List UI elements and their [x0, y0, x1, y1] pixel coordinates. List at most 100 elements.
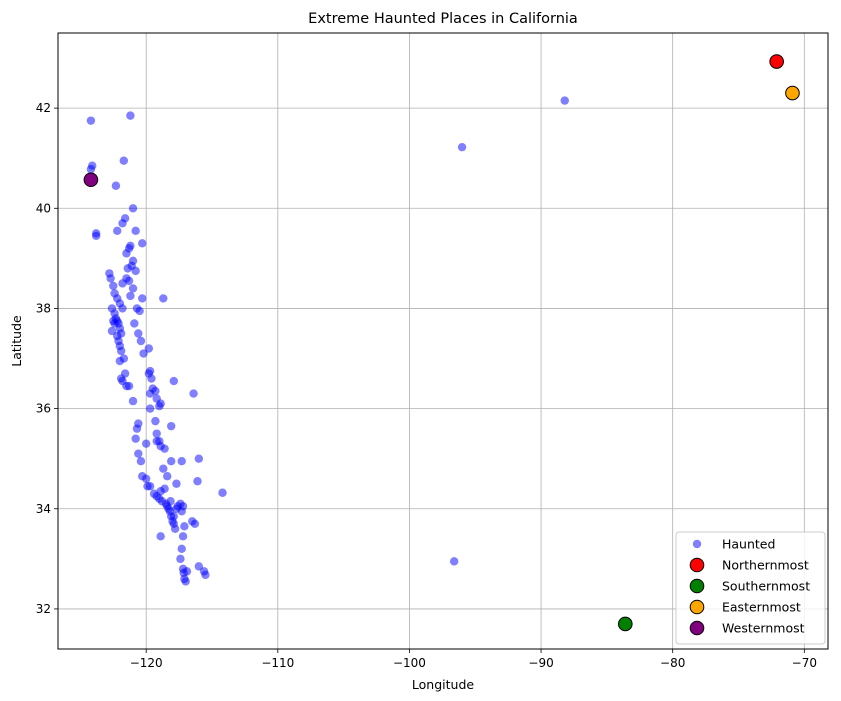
legend-marker-westernmost — [689, 620, 705, 636]
point-haunted — [126, 291, 135, 301]
legend-label-haunted: Haunted — [722, 537, 775, 552]
point-haunted — [107, 326, 117, 336]
y-tick-label: 34 — [36, 502, 51, 516]
point-haunted — [560, 96, 569, 105]
y-axis-ticks: 32 34 36 38 40 42 — [36, 101, 58, 616]
legend: Haunted Northernmost Southernmost Easternmo… — [675, 531, 826, 645]
point-haunted — [118, 219, 127, 228]
point-haunted — [131, 266, 140, 276]
point-haunted — [145, 482, 155, 491]
point-haunted — [138, 294, 147, 303]
point-haunted — [136, 456, 146, 466]
point-haunted — [172, 479, 181, 488]
point-haunted — [193, 477, 202, 486]
point-haunted — [139, 349, 148, 358]
point-haunted — [116, 346, 126, 356]
point-haunted — [182, 567, 192, 576]
point-haunted — [166, 456, 176, 466]
point-haunted — [152, 429, 161, 438]
y-axis-label: Latitude — [9, 315, 24, 367]
point-easternmost — [785, 85, 800, 101]
x-tick-label: −100 — [393, 656, 426, 670]
x-tick-label: −90 — [528, 656, 553, 670]
point-haunted — [156, 532, 165, 541]
plot-frame — [57, 32, 829, 650]
y-tick-label: 38 — [36, 301, 51, 315]
point-haunted — [141, 439, 151, 448]
point-haunted — [166, 421, 176, 431]
point-haunted — [131, 226, 140, 236]
point-haunted — [181, 577, 190, 586]
point-haunted — [189, 389, 198, 398]
point-haunted — [190, 519, 200, 528]
point-haunted — [111, 181, 121, 190]
point-haunted — [194, 454, 204, 463]
point-haunted — [136, 336, 146, 346]
point-haunted — [109, 281, 118, 291]
y-tick-label: 42 — [36, 101, 51, 115]
point-haunted — [201, 570, 210, 580]
legend-label-easternmost: Easternmost — [722, 600, 801, 615]
point-haunted — [106, 274, 115, 283]
point-haunted — [145, 404, 155, 413]
data-points — [83, 54, 800, 632]
point-haunted — [122, 249, 131, 258]
point-haunted — [118, 304, 127, 313]
point-haunted — [169, 512, 179, 521]
legend-box — [675, 531, 826, 645]
point-haunted — [159, 464, 168, 473]
point-haunted — [135, 306, 144, 316]
point-haunted — [120, 369, 130, 378]
point-haunted — [138, 239, 147, 248]
point-northernmost — [769, 54, 784, 69]
chart-title: Extreme Haunted Places in California — [308, 11, 578, 27]
point-haunted — [194, 562, 204, 571]
point-haunted — [160, 444, 169, 453]
point-haunted — [126, 111, 135, 120]
point-haunted — [113, 226, 122, 236]
point-haunted — [128, 204, 138, 213]
point-haunted — [131, 434, 140, 443]
point-haunted — [91, 229, 101, 238]
y-tick-label: 32 — [36, 602, 51, 616]
legend-label-westernmost: Westernmost — [722, 621, 805, 636]
point-haunted — [152, 436, 161, 446]
point-haunted — [159, 294, 168, 303]
point-haunted — [132, 424, 142, 433]
legend-marker-northernmost — [689, 557, 705, 573]
y-tick-label: 36 — [36, 402, 51, 416]
point-haunted — [163, 472, 172, 481]
point-haunted — [134, 449, 143, 458]
point-haunted — [151, 416, 160, 426]
point-haunted — [123, 264, 132, 273]
x-axis-label: Longitude — [412, 677, 474, 692]
point-haunted — [130, 319, 139, 328]
legend-marker-southernmost — [689, 578, 705, 594]
point-haunted — [169, 376, 179, 386]
point-haunted — [128, 396, 138, 406]
point-haunted — [178, 532, 188, 541]
x-tick-label: −80 — [660, 656, 685, 670]
x-tick-label: −110 — [261, 656, 294, 670]
point-haunted — [156, 399, 165, 408]
point-haunted — [110, 319, 119, 328]
point-haunted — [119, 156, 129, 165]
y-tick-label: 40 — [36, 201, 51, 215]
point-haunted — [115, 356, 125, 366]
x-axis-ticks: −120 −110 −100 −90 −80 −70 — [130, 649, 817, 670]
point-haunted — [177, 544, 186, 554]
legend-label-northernmost: Northernmost — [722, 558, 809, 573]
point-haunted — [144, 344, 154, 353]
point-haunted — [86, 165, 96, 174]
point-haunted — [166, 497, 175, 506]
point-haunted — [457, 142, 467, 152]
point-haunted — [218, 488, 227, 497]
point-haunted — [86, 116, 96, 125]
legend-label-southernmost: Southernmost — [722, 579, 810, 594]
point-haunted — [178, 502, 188, 511]
point-haunted — [118, 279, 127, 288]
point-haunted — [128, 284, 138, 293]
x-tick-label: −70 — [792, 656, 817, 670]
point-haunted — [170, 524, 180, 534]
